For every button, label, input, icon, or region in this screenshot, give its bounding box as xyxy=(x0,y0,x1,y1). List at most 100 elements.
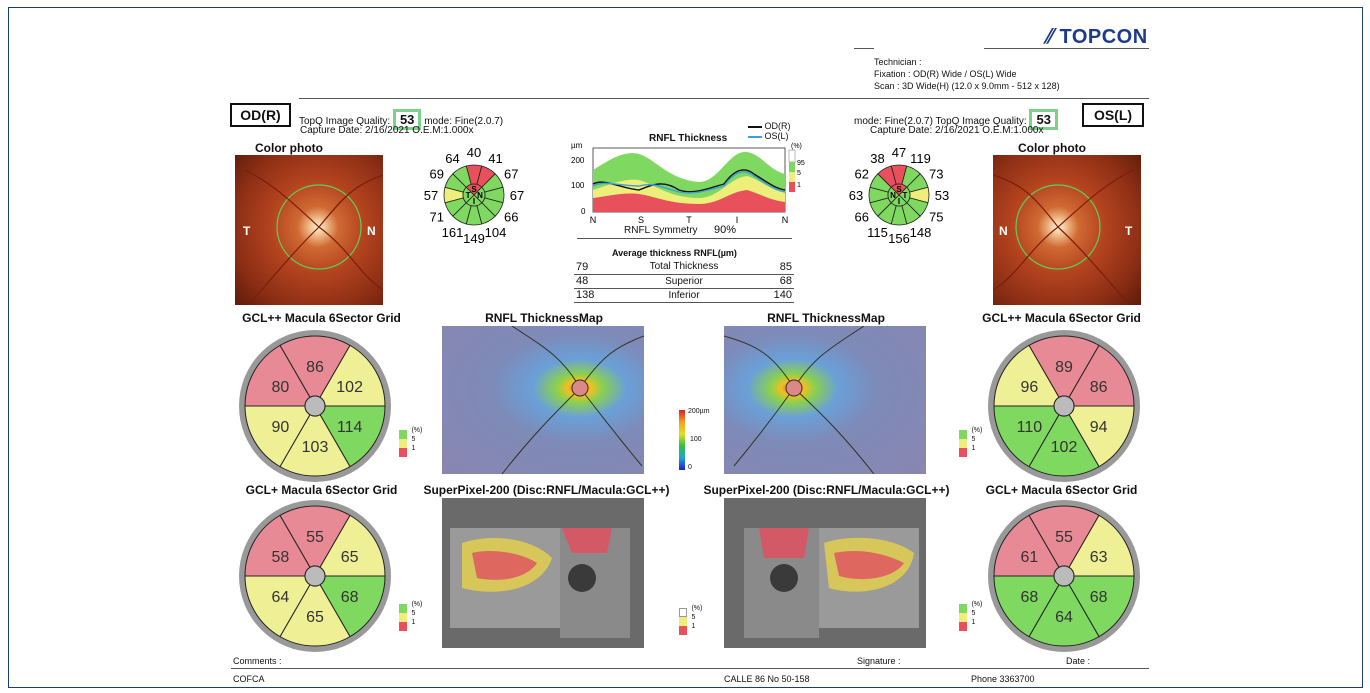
legend-five: 5 xyxy=(411,610,416,617)
legend-five: 5 xyxy=(411,436,416,443)
grid-value: 86 xyxy=(1090,379,1108,396)
y-tick-0: 0 xyxy=(581,207,586,216)
clock-value: 104 xyxy=(485,225,507,240)
grid-value: 61 xyxy=(1020,549,1038,566)
legend-five: 5 xyxy=(971,610,976,617)
scan-info-text: Scan : 3D Wide(H) (12.0 x 9.0mm - 512 x … xyxy=(874,81,1060,91)
legend-pct: (%) xyxy=(691,605,703,612)
avg-row-label: Superior xyxy=(614,274,754,289)
legend-five: 5 xyxy=(691,614,696,621)
avg-od-value: 48 xyxy=(574,274,614,289)
legend-one: 1 xyxy=(971,445,976,452)
grid-value: 86 xyxy=(306,359,324,376)
legend-od: OD(R) xyxy=(764,121,791,131)
grid-value: 102 xyxy=(1051,439,1078,456)
quadrant-label: S xyxy=(471,185,477,194)
avg-od-value: 79 xyxy=(574,260,614,275)
fovea-center xyxy=(1053,565,1075,587)
quadrant-label: S xyxy=(896,185,902,194)
rnfl-thickness-chart: µm (%) 200 100 0 95 5 1 N S T I N xyxy=(571,141,805,225)
rnfl-chart-title: RNFL Thickness xyxy=(649,133,728,144)
os-superpixel-map xyxy=(724,498,926,648)
clock-value: 161 xyxy=(442,225,464,240)
od-superpixel-title: SuperPixel-200 (Disc:RNFL/Macula:GCL++) xyxy=(423,483,670,497)
x-tick-s: S xyxy=(638,215,644,225)
pct-tick-5: 5 xyxy=(797,170,801,177)
legend-five: 5 xyxy=(971,436,976,443)
grid-value: 102 xyxy=(336,379,363,396)
chart-unit: µm xyxy=(571,141,583,150)
legend-os: OS(L) xyxy=(764,131,789,141)
report-frame: ⫽ TOPCON Technician : Fixation : OD(R) W… xyxy=(8,7,1363,688)
clock-value: 73 xyxy=(929,167,943,182)
clock-value: 53 xyxy=(935,188,949,203)
grid-value: 80 xyxy=(271,379,289,396)
fovea-center xyxy=(304,395,326,417)
grid-value: 103 xyxy=(302,439,329,456)
quadrant-sector xyxy=(887,186,900,204)
table-row: 48 Superior 68 xyxy=(574,274,794,289)
technician-label: Technician : xyxy=(874,57,922,67)
clock-value: 38 xyxy=(870,151,884,166)
avg-row-label: Inferior xyxy=(614,288,754,303)
grid-value: 114 xyxy=(337,419,363,436)
legend-one: 1 xyxy=(411,619,416,626)
table-row: 138 Inferior 140 xyxy=(574,288,794,303)
brand-text: TOPCON xyxy=(1059,26,1148,48)
legend-pct: (%) xyxy=(971,601,983,608)
os-quality-row: mode: Fine(2.0.7) TopQ Image Quality: 53 xyxy=(854,109,1058,130)
grid-value: 68 xyxy=(1090,589,1108,606)
od-gclp-title: GCL+ Macula 6Sector Grid xyxy=(245,483,398,497)
clock-value: 149 xyxy=(463,231,485,246)
date-label: Date : xyxy=(1066,656,1091,666)
clock-value: 119 xyxy=(910,151,931,166)
od-map-title: RNFL ThicknessMap xyxy=(485,311,603,325)
rnfl-legend: OD(R) OS(L) xyxy=(748,121,791,141)
avg-thickness-title: Average thickness RNFL(µm) xyxy=(612,248,737,258)
os-photo-t-label: T xyxy=(1125,224,1133,238)
clock-value: 41 xyxy=(488,151,502,166)
quadrant-label: I xyxy=(898,197,900,206)
od-photo-n-label: N xyxy=(367,224,376,238)
clock-value: 67 xyxy=(510,188,524,203)
grid-value: 96 xyxy=(1020,379,1038,396)
grid-value: 65 xyxy=(341,549,359,566)
os-mode: mode: Fine(2.0.7) xyxy=(854,116,933,127)
clock-value: 67 xyxy=(504,167,518,182)
avg-os-value: 85 xyxy=(754,260,794,275)
clock-value: 63 xyxy=(849,188,863,203)
od-quality-value: 53 xyxy=(392,109,422,130)
grid-value: 94 xyxy=(1090,419,1108,436)
y-tick-200: 200 xyxy=(571,156,585,165)
avg-os-value: 140 xyxy=(754,288,794,303)
od-gclpp-grid: 86 102 114 103 90 80 xyxy=(239,330,391,482)
scan-info: Technician : Fixation : OD(R) Wide / OS(… xyxy=(874,56,1060,92)
symmetry-value: 90% xyxy=(714,224,737,236)
legend-one: 1 xyxy=(411,445,416,452)
od-gclpp-title: GCL++ Macula 6Sector Grid xyxy=(242,311,401,325)
x-tick-n1: N xyxy=(590,215,597,225)
grid-value: 63 xyxy=(1090,549,1108,566)
y-tick-100: 100 xyxy=(571,181,585,190)
od-thickness-map xyxy=(442,326,644,474)
grid-value: 89 xyxy=(1055,359,1073,376)
avg-thickness-table: 79 Total Thickness 85 48 Superior 68 138… xyxy=(574,260,794,303)
os-quality-label: TopQ Image Quality: xyxy=(935,116,1027,127)
grid-value: 55 xyxy=(306,529,324,546)
os-eye-label: OS(L) xyxy=(1082,103,1144,127)
fixation-info: Fixation : OD(R) Wide / OS(L) Wide xyxy=(874,69,1017,79)
clock-value: 66 xyxy=(855,210,869,225)
od-color-photo-title: Color photo xyxy=(255,141,323,155)
avg-od-value: 138 xyxy=(574,288,614,303)
os-gclpp-title: GCL++ Macula 6Sector Grid xyxy=(982,311,1141,325)
quadrant-sector xyxy=(462,186,475,204)
quadrant-label: I xyxy=(473,197,475,206)
clock-value: 40 xyxy=(467,145,481,160)
od-eye-label: OD(R) xyxy=(230,103,291,127)
os-quality-value: 53 xyxy=(1029,109,1058,130)
grid-value: 68 xyxy=(1020,589,1038,606)
clock-value: 47 xyxy=(892,145,906,160)
legend-one: 1 xyxy=(971,619,976,626)
clock-value: 69 xyxy=(430,167,444,182)
